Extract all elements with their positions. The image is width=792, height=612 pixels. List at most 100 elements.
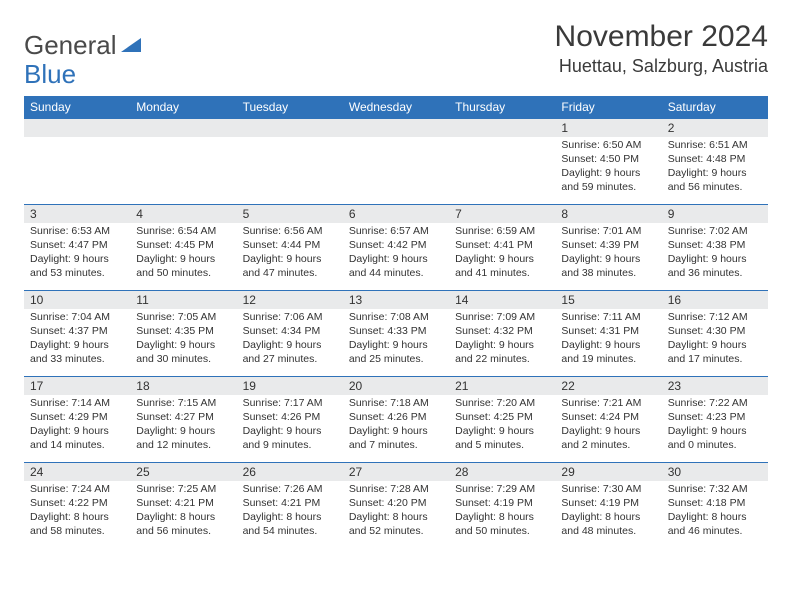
calendar-day-cell: 13Sunrise: 7:08 AMSunset: 4:33 PMDayligh… [343,291,449,377]
calendar-day-cell: 28Sunrise: 7:29 AMSunset: 4:19 PMDayligh… [449,463,555,549]
day-number: 29 [555,463,661,481]
day-number-empty [24,119,130,137]
calendar-day-cell: 14Sunrise: 7:09 AMSunset: 4:32 PMDayligh… [449,291,555,377]
day-number: 25 [130,463,236,481]
calendar-day-cell: 22Sunrise: 7:21 AMSunset: 4:24 PMDayligh… [555,377,661,463]
day-details: Sunrise: 7:09 AMSunset: 4:32 PMDaylight:… [449,309,555,370]
calendar-day-cell: 7Sunrise: 6:59 AMSunset: 4:41 PMDaylight… [449,205,555,291]
day-number: 8 [555,205,661,223]
calendar-day-cell: 25Sunrise: 7:25 AMSunset: 4:21 PMDayligh… [130,463,236,549]
day-number-empty [237,119,343,137]
calendar-day-cell: 2Sunrise: 6:51 AMSunset: 4:48 PMDaylight… [662,119,768,205]
calendar-day-cell: 21Sunrise: 7:20 AMSunset: 4:25 PMDayligh… [449,377,555,463]
day-details: Sunrise: 7:17 AMSunset: 4:26 PMDaylight:… [237,395,343,456]
day-details: Sunrise: 7:26 AMSunset: 4:21 PMDaylight:… [237,481,343,542]
day-number: 19 [237,377,343,395]
calendar-day-cell: 19Sunrise: 7:17 AMSunset: 4:26 PMDayligh… [237,377,343,463]
day-details: Sunrise: 6:50 AMSunset: 4:50 PMDaylight:… [555,137,661,198]
day-details: Sunrise: 7:12 AMSunset: 4:30 PMDaylight:… [662,309,768,370]
calendar-day-cell: 17Sunrise: 7:14 AMSunset: 4:29 PMDayligh… [24,377,130,463]
day-number: 1 [555,119,661,137]
calendar-day-cell: 29Sunrise: 7:30 AMSunset: 4:19 PMDayligh… [555,463,661,549]
day-details: Sunrise: 7:06 AMSunset: 4:34 PMDaylight:… [237,309,343,370]
weekday-header: Monday [130,96,236,119]
calendar-day-cell: 18Sunrise: 7:15 AMSunset: 4:27 PMDayligh… [130,377,236,463]
day-number-empty [130,119,236,137]
calendar-day-cell: 5Sunrise: 6:56 AMSunset: 4:44 PMDaylight… [237,205,343,291]
calendar-day-cell: 4Sunrise: 6:54 AMSunset: 4:45 PMDaylight… [130,205,236,291]
calendar-day-cell: 1Sunrise: 6:50 AMSunset: 4:50 PMDaylight… [555,119,661,205]
day-number: 28 [449,463,555,481]
calendar-day-cell: 11Sunrise: 7:05 AMSunset: 4:35 PMDayligh… [130,291,236,377]
day-number: 17 [24,377,130,395]
day-number: 23 [662,377,768,395]
day-number: 16 [662,291,768,309]
calendar-day-cell: 20Sunrise: 7:18 AMSunset: 4:26 PMDayligh… [343,377,449,463]
calendar-day-cell: 15Sunrise: 7:11 AMSunset: 4:31 PMDayligh… [555,291,661,377]
calendar-day-cell: 30Sunrise: 7:32 AMSunset: 4:18 PMDayligh… [662,463,768,549]
calendar-day-cell [343,119,449,205]
calendar-day-cell: 6Sunrise: 6:57 AMSunset: 4:42 PMDaylight… [343,205,449,291]
month-title: November 2024 [555,20,768,54]
day-details: Sunrise: 7:24 AMSunset: 4:22 PMDaylight:… [24,481,130,542]
calendar-table: SundayMondayTuesdayWednesdayThursdayFrid… [24,96,768,549]
day-details: Sunrise: 7:04 AMSunset: 4:37 PMDaylight:… [24,309,130,370]
logo-triangle-icon [121,30,143,61]
calendar-day-cell [24,119,130,205]
weekday-header: Tuesday [237,96,343,119]
day-details: Sunrise: 6:54 AMSunset: 4:45 PMDaylight:… [130,223,236,284]
day-details: Sunrise: 7:21 AMSunset: 4:24 PMDaylight:… [555,395,661,456]
day-details: Sunrise: 7:02 AMSunset: 4:38 PMDaylight:… [662,223,768,284]
day-details: Sunrise: 6:57 AMSunset: 4:42 PMDaylight:… [343,223,449,284]
day-number: 20 [343,377,449,395]
day-number: 5 [237,205,343,223]
day-details: Sunrise: 7:30 AMSunset: 4:19 PMDaylight:… [555,481,661,542]
calendar-day-cell [449,119,555,205]
day-details: Sunrise: 6:53 AMSunset: 4:47 PMDaylight:… [24,223,130,284]
calendar-day-cell: 27Sunrise: 7:28 AMSunset: 4:20 PMDayligh… [343,463,449,549]
weekday-header: Saturday [662,96,768,119]
day-number-empty [449,119,555,137]
calendar-day-cell: 23Sunrise: 7:22 AMSunset: 4:23 PMDayligh… [662,377,768,463]
calendar-day-cell: 24Sunrise: 7:24 AMSunset: 4:22 PMDayligh… [24,463,130,549]
weekday-header: Thursday [449,96,555,119]
calendar-week-row: 1Sunrise: 6:50 AMSunset: 4:50 PMDaylight… [24,119,768,205]
day-number: 9 [662,205,768,223]
day-number: 4 [130,205,236,223]
day-number: 2 [662,119,768,137]
day-number: 26 [237,463,343,481]
day-number: 22 [555,377,661,395]
day-number-empty [343,119,449,137]
day-details: Sunrise: 6:56 AMSunset: 4:44 PMDaylight:… [237,223,343,284]
day-details: Sunrise: 7:18 AMSunset: 4:26 PMDaylight:… [343,395,449,456]
logo-text-general: General [24,30,117,61]
day-details: Sunrise: 7:01 AMSunset: 4:39 PMDaylight:… [555,223,661,284]
day-number: 6 [343,205,449,223]
day-number: 12 [237,291,343,309]
day-number: 7 [449,205,555,223]
day-details: Sunrise: 7:14 AMSunset: 4:29 PMDaylight:… [24,395,130,456]
weekday-header: Friday [555,96,661,119]
day-details: Sunrise: 7:05 AMSunset: 4:35 PMDaylight:… [130,309,236,370]
logo: General [24,30,145,61]
day-number: 10 [24,291,130,309]
day-number: 24 [24,463,130,481]
day-details: Sunrise: 7:15 AMSunset: 4:27 PMDaylight:… [130,395,236,456]
weekday-header-row: SundayMondayTuesdayWednesdayThursdayFrid… [24,96,768,119]
calendar-day-cell: 16Sunrise: 7:12 AMSunset: 4:30 PMDayligh… [662,291,768,377]
calendar-day-cell: 12Sunrise: 7:06 AMSunset: 4:34 PMDayligh… [237,291,343,377]
day-details: Sunrise: 7:08 AMSunset: 4:33 PMDaylight:… [343,309,449,370]
calendar-day-cell: 26Sunrise: 7:26 AMSunset: 4:21 PMDayligh… [237,463,343,549]
calendar-day-cell: 10Sunrise: 7:04 AMSunset: 4:37 PMDayligh… [24,291,130,377]
weekday-header: Wednesday [343,96,449,119]
logo-text-blue: Blue [24,59,768,90]
day-details: Sunrise: 7:28 AMSunset: 4:20 PMDaylight:… [343,481,449,542]
day-details: Sunrise: 6:59 AMSunset: 4:41 PMDaylight:… [449,223,555,284]
day-number: 18 [130,377,236,395]
day-number: 15 [555,291,661,309]
day-number: 27 [343,463,449,481]
day-details: Sunrise: 7:29 AMSunset: 4:19 PMDaylight:… [449,481,555,542]
calendar-day-cell [237,119,343,205]
day-details: Sunrise: 7:22 AMSunset: 4:23 PMDaylight:… [662,395,768,456]
day-details: Sunrise: 6:51 AMSunset: 4:48 PMDaylight:… [662,137,768,198]
